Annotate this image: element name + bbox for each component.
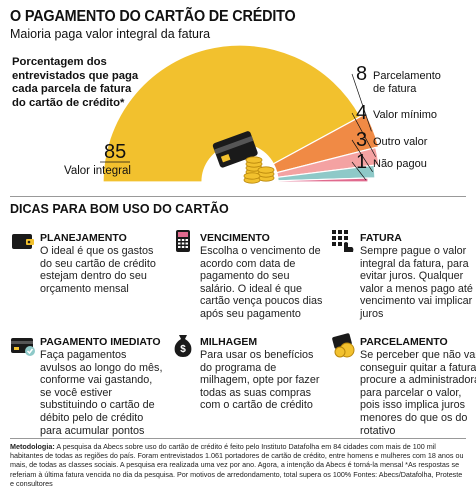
tip-milhagem: $ MILHAGEM Para usar os benefícios do prog… — [170, 332, 326, 432]
methodology-sources: Fontes: Abecs/Datafolha, Proteste e cons… — [10, 469, 463, 488]
wallet-icon — [10, 228, 36, 254]
pie-slice — [277, 177, 369, 183]
leader-line — [351, 112, 376, 157]
methodology-footnote: *As respostas se referiam à última fatur… — [10, 460, 460, 479]
data-label-category: Outro valor — [373, 136, 428, 148]
tip-body: Escolha o vencimento de acordo com data … — [200, 245, 323, 320]
data-label-category: Não pagou — [373, 158, 427, 170]
tip-title: VENCIMENTO — [200, 232, 270, 244]
tip-title: FATURA — [360, 232, 402, 244]
tips-heading: DICAS PARA BOM USO DO CARTÃO — [10, 202, 229, 216]
page-title: O PAGAMENTO DO CARTÃO DE CRÉDITO — [10, 8, 296, 25]
tip-title: MILHAGEM — [200, 336, 258, 348]
tip-title: PARCELAMENTO — [360, 336, 448, 348]
tip-vencimento: VENCIMENTO Escolha o vencimento de acordo… — [170, 228, 326, 328]
svg-text:$: $ — [180, 344, 186, 355]
data-label-category: Valor integral — [64, 165, 131, 177]
tip-fatura: FATURA Sempre pague o valor integral da f… — [330, 228, 476, 328]
coins-card-icon — [330, 332, 356, 358]
card-check-icon — [10, 332, 36, 358]
data-label-value: 8 — [356, 63, 367, 85]
half-donut-chart: 85 Valor integral 8 Parcelamento de fatura 4 V… — [64, 44, 441, 184]
tip-body: O ideal é que os gastos do seu cartão de… — [40, 245, 156, 295]
tip-title: PLANEJAMENTO — [40, 232, 127, 244]
methodology-label: Metodologia: — [10, 442, 55, 451]
data-label-category: Valor mínimo — [373, 109, 437, 121]
tip-title: PAGAMENTO IMEDIATO — [40, 336, 161, 348]
tip-parcelamento: PARCELAMENTO Se perceber que não vai cons… — [330, 332, 476, 437]
card-coins-icon — [212, 131, 275, 184]
leader-line — [351, 73, 372, 132]
chart-description: Porcentagem dos entrevistados que paga c… — [12, 56, 139, 109]
keypad-hand-icon — [330, 228, 356, 254]
tip-body: Se perceber que não vai conseguir quitar… — [360, 349, 476, 437]
data-label-value: 1 — [356, 151, 367, 173]
card-machine-icon — [170, 228, 196, 254]
leader-line — [351, 139, 373, 173]
tip-body: Sempre pague o valor integral da fatura,… — [360, 245, 476, 320]
page-subtitle: Maioria paga valor integral da fatura — [10, 27, 211, 41]
money-bag-icon: $ — [170, 332, 196, 358]
tip-body: Faça pagamentos avulsos ao longo do mês,… — [40, 349, 163, 437]
data-label-value: 4 — [356, 102, 367, 124]
methodology-note: Metodologia: A pesquisa da Abecs sobre u… — [10, 442, 468, 488]
divider — [10, 438, 466, 439]
data-label-value: 85 — [104, 141, 126, 163]
leader-line — [351, 161, 367, 181]
divider — [10, 196, 466, 197]
tip-planejamento: PLANEJAMENTO O ideal é que os gastos do s… — [10, 228, 166, 328]
data-label-category: Parcelamento de fatura — [373, 70, 441, 95]
methodology-text: A pesquisa da Abecs sobre uso do cartão … — [10, 442, 464, 470]
tip-body: Para usar os benefícios do programa de m… — [200, 349, 320, 412]
data-label-value: 3 — [356, 129, 367, 151]
tip-pagamento-imediato: PAGAMENTO IMEDIATO Faça pagamentos avulso… — [10, 332, 166, 437]
